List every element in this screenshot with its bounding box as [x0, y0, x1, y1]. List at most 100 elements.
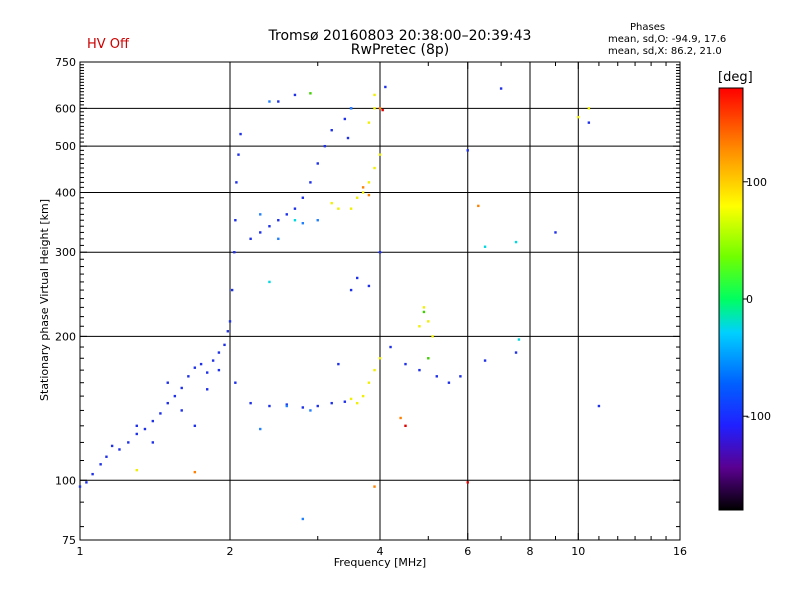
data-point: [135, 468, 138, 472]
y-tick-label: 200: [55, 330, 76, 343]
data-point: [477, 204, 480, 208]
data-point: [330, 128, 333, 132]
data-point: [378, 357, 382, 360]
data-point: [234, 381, 237, 384]
data-point: [349, 207, 353, 210]
data-point: [587, 121, 591, 124]
data-point: [422, 306, 426, 309]
data-point: [373, 368, 376, 372]
data-point: [466, 149, 469, 152]
data-point: [427, 357, 430, 360]
x-tick-label: 1: [77, 545, 84, 558]
data-points: [78, 85, 601, 521]
data-point: [301, 406, 305, 409]
data-point: [373, 107, 376, 110]
data-point: [187, 375, 190, 378]
data-point: [85, 481, 88, 484]
data-point: [277, 237, 280, 241]
data-point: [367, 284, 371, 288]
data-point: [367, 121, 371, 124]
data-point: [309, 181, 312, 184]
data-point: [361, 186, 365, 189]
data-point: [597, 404, 601, 408]
data-point: [217, 351, 221, 354]
data-point: [91, 472, 94, 476]
data-point: [349, 107, 353, 110]
data-point: [367, 181, 371, 184]
data-point: [323, 144, 327, 148]
data-point: [249, 401, 252, 405]
data-point: [135, 424, 138, 428]
data-point: [459, 375, 462, 378]
data-point: [193, 366, 197, 369]
data-point: [105, 455, 108, 458]
data-point: [373, 166, 376, 170]
data-point: [230, 288, 234, 292]
x-axis-label: Frequency [MHz]: [333, 556, 427, 569]
data-point: [349, 288, 353, 292]
hv-status: HV Off: [87, 37, 129, 52]
data-point: [235, 181, 238, 184]
data-point: [378, 107, 382, 110]
data-point: [361, 191, 365, 194]
data-point: [399, 416, 402, 420]
data-point: [483, 245, 487, 248]
data-point: [285, 404, 288, 408]
data-point: [301, 517, 305, 521]
chart-subtitle: RwPretec (8p): [350, 42, 450, 58]
data-point: [384, 85, 387, 89]
data-point: [378, 251, 382, 254]
data-point: [205, 371, 209, 374]
y-tick-label: 75: [62, 534, 76, 547]
stats-x-mode: mean, sd,X: 86.2, 21.0: [608, 46, 722, 57]
data-point: [166, 381, 169, 384]
data-point: [301, 222, 305, 225]
x-tick-label: 4: [377, 545, 384, 558]
data-point: [343, 117, 347, 121]
colorbar-tick-label: -100: [746, 410, 771, 423]
data-point: [355, 401, 359, 405]
y-tick-label: 400: [55, 186, 76, 199]
data-point: [193, 424, 197, 428]
data-point: [418, 325, 421, 328]
plot-grid: [80, 62, 680, 540]
data-point: [193, 470, 197, 474]
data-point: [223, 343, 226, 347]
data-point: [316, 219, 319, 222]
y-tick-label: 300: [55, 246, 76, 259]
data-point: [151, 441, 155, 444]
data-point: [226, 330, 230, 333]
data-point: [173, 394, 177, 398]
data-point: [422, 310, 426, 314]
data-point: [499, 87, 503, 90]
data-point: [404, 362, 407, 366]
data-point: [349, 397, 353, 401]
colorbar-tick-label: 0: [746, 293, 753, 306]
data-point: [99, 463, 102, 466]
colorbar-ticks: 100 0 -100: [743, 176, 771, 423]
data-point: [389, 345, 392, 349]
data-point: [337, 207, 340, 210]
data-point: [293, 207, 297, 210]
data-point: [330, 201, 333, 205]
y-tick-label: 100: [55, 474, 76, 487]
data-point: [404, 424, 407, 428]
data-point: [435, 375, 438, 378]
data-point: [346, 136, 350, 140]
data-point: [337, 362, 340, 366]
data-point: [135, 432, 138, 436]
y-tick-label: 600: [55, 102, 76, 115]
data-point: [427, 320, 430, 323]
data-point: [293, 219, 297, 222]
data-point: [355, 276, 359, 280]
stats-title: Phases: [630, 22, 666, 33]
data-point: [110, 444, 114, 448]
data-point: [143, 427, 147, 431]
data-point: [373, 485, 376, 488]
data-point: [151, 419, 155, 423]
y-tick-label: 750: [55, 56, 76, 69]
data-point: [367, 381, 371, 384]
data-point: [517, 338, 521, 341]
axis-ticks: 1 2 4 6 8 10 16 75 100 200 300 400 500 600 750: [55, 56, 687, 558]
data-point: [309, 409, 312, 412]
